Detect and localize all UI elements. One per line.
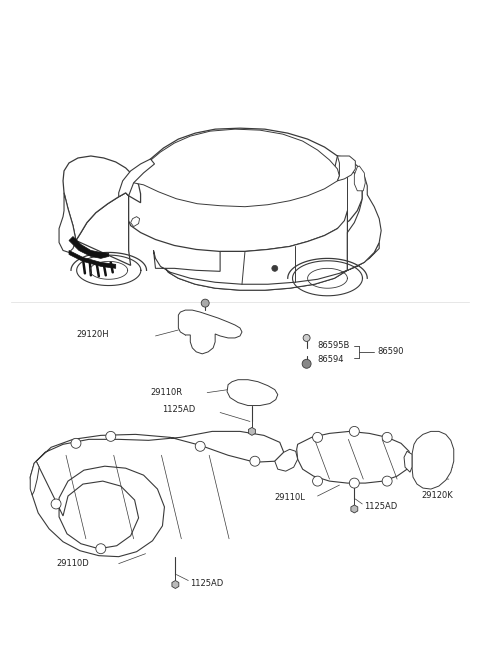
Polygon shape [354, 166, 365, 191]
Polygon shape [133, 129, 339, 207]
Polygon shape [227, 380, 278, 405]
Polygon shape [69, 236, 109, 259]
Text: 86594: 86594 [318, 355, 344, 364]
Text: 1125AD: 1125AD [162, 405, 196, 414]
Text: 86595B: 86595B [318, 341, 350, 350]
Circle shape [71, 438, 81, 448]
Polygon shape [297, 432, 411, 483]
Polygon shape [249, 428, 255, 436]
Polygon shape [351, 505, 358, 513]
Polygon shape [179, 310, 242, 354]
Circle shape [382, 476, 392, 486]
Circle shape [195, 441, 205, 451]
Circle shape [312, 476, 323, 486]
Circle shape [250, 457, 260, 466]
Polygon shape [59, 193, 76, 252]
Polygon shape [166, 211, 348, 290]
Text: 29110D: 29110D [56, 559, 89, 568]
Polygon shape [119, 159, 155, 196]
Polygon shape [404, 451, 412, 472]
Circle shape [382, 432, 392, 442]
Polygon shape [337, 156, 381, 271]
Circle shape [201, 299, 209, 307]
Text: 29120K: 29120K [421, 491, 453, 500]
Text: 29110L: 29110L [275, 493, 306, 502]
Circle shape [272, 265, 278, 271]
Text: 1125AD: 1125AD [190, 579, 224, 588]
Circle shape [349, 478, 360, 488]
Circle shape [303, 335, 310, 341]
Polygon shape [172, 580, 179, 588]
Text: 86590: 86590 [377, 347, 404, 356]
Polygon shape [76, 193, 131, 265]
Circle shape [312, 432, 323, 442]
Polygon shape [129, 128, 362, 252]
Text: 1125AD: 1125AD [364, 502, 397, 512]
Polygon shape [154, 242, 379, 290]
Polygon shape [30, 432, 284, 557]
Circle shape [302, 360, 311, 368]
Polygon shape [30, 461, 39, 495]
Text: 29120H: 29120H [76, 331, 108, 339]
Circle shape [96, 544, 106, 553]
Polygon shape [412, 432, 454, 489]
Circle shape [349, 426, 360, 436]
Polygon shape [131, 217, 140, 227]
Polygon shape [275, 449, 298, 471]
Circle shape [51, 499, 61, 509]
Circle shape [106, 432, 116, 441]
Text: 29110R: 29110R [151, 388, 183, 397]
Polygon shape [63, 156, 141, 240]
Polygon shape [337, 156, 355, 181]
Polygon shape [69, 250, 116, 269]
